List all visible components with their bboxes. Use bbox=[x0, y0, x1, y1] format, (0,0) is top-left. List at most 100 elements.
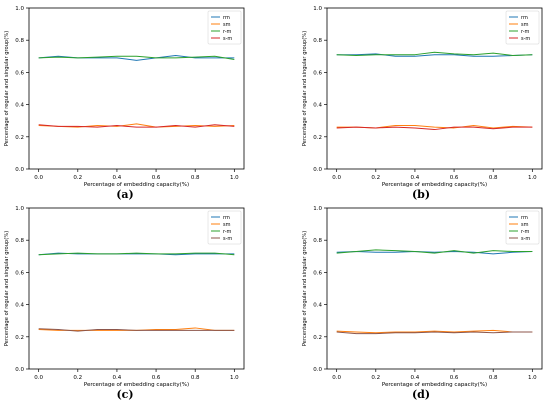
plot-frame bbox=[326, 207, 543, 370]
x-tick-label: 0.4 bbox=[113, 175, 122, 181]
series-line-s-m bbox=[336, 331, 533, 335]
x-tick-label: 0.6 bbox=[450, 175, 459, 181]
series-line-s-m bbox=[336, 126, 533, 131]
chart-panel-4: 0.0 0.2 0.4 0.6 0.8 1.0 0.0 0.2 0.4 0.6 0.8 1.0 Perc… bbox=[302, 206, 543, 401]
legend-label: r-m bbox=[521, 229, 530, 235]
x-tick-label: 1.0 bbox=[528, 175, 537, 181]
series-line-sm bbox=[336, 329, 533, 334]
legend-label: s-m bbox=[521, 236, 530, 242]
panel-caption: (a) bbox=[116, 188, 134, 201]
x-tick-label: 0.8 bbox=[489, 175, 498, 181]
x-tick-label: 0.6 bbox=[152, 375, 161, 381]
plot-frame bbox=[28, 207, 245, 370]
legend-box bbox=[505, 210, 540, 245]
y-tick-label: 0.0 bbox=[15, 367, 24, 373]
x-tick-label: 0.2 bbox=[73, 175, 82, 181]
y-tick-label: 0.6 bbox=[15, 70, 24, 76]
x-tick-label: 1.0 bbox=[528, 375, 537, 381]
x-axis-label: Percentage of embedding capacity(%) bbox=[382, 382, 487, 388]
plot-frame bbox=[28, 7, 245, 170]
x-tick-label: 1.0 bbox=[230, 175, 239, 181]
y-tick-label: 0.2 bbox=[313, 135, 322, 141]
x-axis-label: Percentage of embedding capacity(%) bbox=[382, 182, 487, 188]
x-tick-label: 0.4 bbox=[113, 375, 122, 381]
x-tick-label: 0.6 bbox=[450, 375, 459, 381]
legend-label: s-m bbox=[223, 236, 232, 242]
x-tick-label: 0.4 bbox=[411, 175, 420, 181]
y-tick-label: 0.4 bbox=[15, 303, 24, 309]
x-axis-label: Percentage of embedding capacity(%) bbox=[84, 382, 189, 388]
x-tick-label: 0.0 bbox=[34, 175, 43, 181]
x-tick-label: 0.2 bbox=[73, 375, 82, 381]
y-tick-label: 1.0 bbox=[313, 206, 322, 212]
y-tick-label: 0.2 bbox=[15, 335, 24, 341]
y-tick-label: 0.4 bbox=[313, 303, 322, 309]
legend-box bbox=[207, 210, 242, 245]
series-line-s-m bbox=[38, 124, 235, 128]
series-line-rm bbox=[336, 53, 533, 57]
legend-box bbox=[505, 10, 540, 45]
legend-label: r-m bbox=[223, 229, 232, 235]
y-axis-label: Percentage of regular and singular group… bbox=[4, 231, 10, 347]
legend-label: r-m bbox=[223, 29, 232, 35]
x-axis-label: Percentage of embedding capacity(%) bbox=[84, 182, 189, 188]
legend-label: rm bbox=[521, 215, 528, 221]
y-tick-label: 0.2 bbox=[15, 135, 24, 141]
legend-label: r-m bbox=[521, 29, 530, 35]
series-line-sm bbox=[38, 123, 235, 128]
y-axis-label: Percentage of regular and singular group… bbox=[4, 31, 10, 147]
y-tick-label: 0.6 bbox=[313, 270, 322, 276]
chart-panel-2: 0.0 0.2 0.4 0.6 0.8 1.0 0.0 0.2 0.4 0.6 0.8 1.0 Perc… bbox=[302, 6, 543, 201]
x-tick-label: 0.0 bbox=[34, 375, 43, 381]
x-tick-label: 0.6 bbox=[152, 175, 161, 181]
y-tick-label: 0.8 bbox=[313, 238, 322, 244]
x-tick-label: 0.8 bbox=[489, 375, 498, 381]
y-tick-label: 0.8 bbox=[15, 238, 24, 244]
x-tick-label: 1.0 bbox=[230, 375, 239, 381]
y-tick-label: 0.0 bbox=[313, 167, 322, 173]
x-tick-label: 0.2 bbox=[371, 375, 380, 381]
y-tick-label: 0.6 bbox=[15, 270, 24, 276]
chart-panel-1: 0.0 0.2 0.4 0.6 0.8 1.0 0.0 0.2 0.4 0.6 0.8 1.0 Perc… bbox=[4, 6, 245, 201]
y-tick-label: 0.6 bbox=[313, 70, 322, 76]
y-tick-label: 0.0 bbox=[15, 167, 24, 173]
x-tick-label: 0.2 bbox=[371, 175, 380, 181]
legend-box bbox=[207, 10, 242, 45]
legend-label: s-m bbox=[521, 36, 530, 42]
series-line-r-m bbox=[38, 55, 235, 61]
y-tick-label: 0.4 bbox=[313, 103, 322, 109]
plot-frame bbox=[326, 7, 543, 170]
y-tick-label: 0.0 bbox=[313, 367, 322, 373]
x-tick-label: 0.0 bbox=[332, 375, 341, 381]
series-line-rm bbox=[336, 250, 533, 255]
y-tick-label: 1.0 bbox=[15, 206, 24, 212]
legend-label: sm bbox=[521, 22, 529, 28]
x-tick-label: 0.8 bbox=[191, 375, 200, 381]
chart-panel-3: 0.0 0.2 0.4 0.6 0.8 1.0 0.0 0.2 0.4 0.6 0.8 1.0 Perc… bbox=[4, 206, 245, 401]
panel-caption: (c) bbox=[116, 388, 133, 401]
panel-caption: (b) bbox=[412, 188, 430, 201]
y-tick-label: 0.8 bbox=[15, 38, 24, 44]
series-line-r-m bbox=[336, 51, 533, 56]
x-tick-label: 0.4 bbox=[411, 375, 420, 381]
legend-label: sm bbox=[223, 222, 231, 228]
series-line-r-m bbox=[336, 249, 533, 254]
legend-label: rm bbox=[223, 15, 230, 21]
legend-label: sm bbox=[521, 222, 529, 228]
legend-label: sm bbox=[223, 22, 231, 28]
x-tick-label: 0.8 bbox=[191, 175, 200, 181]
y-tick-label: 1.0 bbox=[313, 6, 322, 12]
y-tick-label: 0.4 bbox=[15, 103, 24, 109]
y-axis-label: Percentage of regular and singular group… bbox=[302, 231, 308, 347]
y-tick-label: 0.8 bbox=[313, 38, 322, 44]
legend-label: rm bbox=[521, 15, 528, 21]
series-line-s-m bbox=[38, 328, 235, 332]
panel-caption: (d) bbox=[412, 388, 430, 401]
y-axis-label: Percentage of regular and singular group… bbox=[302, 31, 308, 147]
legend-label: rm bbox=[223, 215, 230, 221]
y-tick-label: 0.2 bbox=[313, 335, 322, 341]
series-line-r-m bbox=[38, 252, 235, 256]
x-tick-label: 0.0 bbox=[332, 175, 341, 181]
legend-label: s-m bbox=[223, 36, 232, 42]
